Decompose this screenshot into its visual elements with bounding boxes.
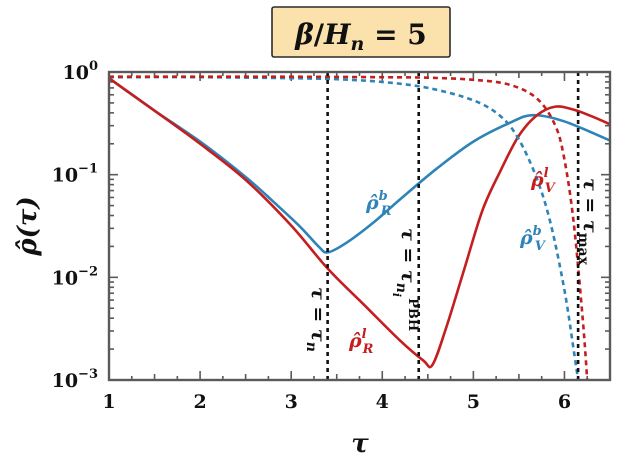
vline-label-tau-max: τ = τmax [575, 178, 601, 266]
series-solid-red [109, 77, 610, 369]
y-tick-label: 10−1 [52, 162, 98, 187]
svg-text:β/Hn = 5: β/Hn = 5 [294, 18, 427, 55]
vline-label-tau-n: τ = τn [303, 287, 329, 352]
title-h: H [323, 18, 352, 51]
y-tick-label: 10−2 [52, 264, 98, 289]
label-rho-V-b: ρ̂b V [519, 224, 547, 254]
title-sub-n: n [351, 33, 365, 55]
y-tick-label: 10−3 [52, 367, 98, 392]
x-tick-label: 2 [193, 391, 206, 413]
y-tick-labels: 100 10−1 10−2 10−3 [52, 59, 98, 392]
x-tick-label: 1 [102, 391, 115, 413]
title-beta: β [294, 18, 314, 51]
x-tick-label: 5 [467, 391, 480, 413]
label-rho-V-l: ρ̂l V [530, 166, 557, 196]
vline-layer [326, 72, 580, 380]
title-equals: = 5 [364, 18, 426, 51]
x-tick-labels: 1 2 3 4 5 6 [102, 391, 571, 413]
label-rho-R-l: ρ̂l R [348, 327, 374, 357]
x-tick-label: 6 [558, 391, 571, 413]
label-rho-R-b: ρ̂b R [365, 189, 392, 219]
series-dashed-red [109, 75, 589, 380]
series-dashed-blue [109, 75, 580, 380]
y-tick-label: 100 [63, 59, 99, 84]
chart-title: β/Hn = 5 [271, 6, 451, 58]
series-solid-blue [109, 77, 610, 254]
y-axis-label: ρ̂(τ) [13, 196, 43, 256]
vline-label-tau-pbh: τ = τniPBH [390, 228, 420, 331]
x-tick-label: 3 [285, 391, 298, 413]
plot-frame [107, 70, 612, 382]
title-slash: / [314, 18, 325, 51]
series-layer [109, 75, 610, 380]
x-axis-label: τ [351, 429, 369, 459]
title-box [271, 6, 451, 58]
x-tick-label: 4 [376, 391, 389, 413]
